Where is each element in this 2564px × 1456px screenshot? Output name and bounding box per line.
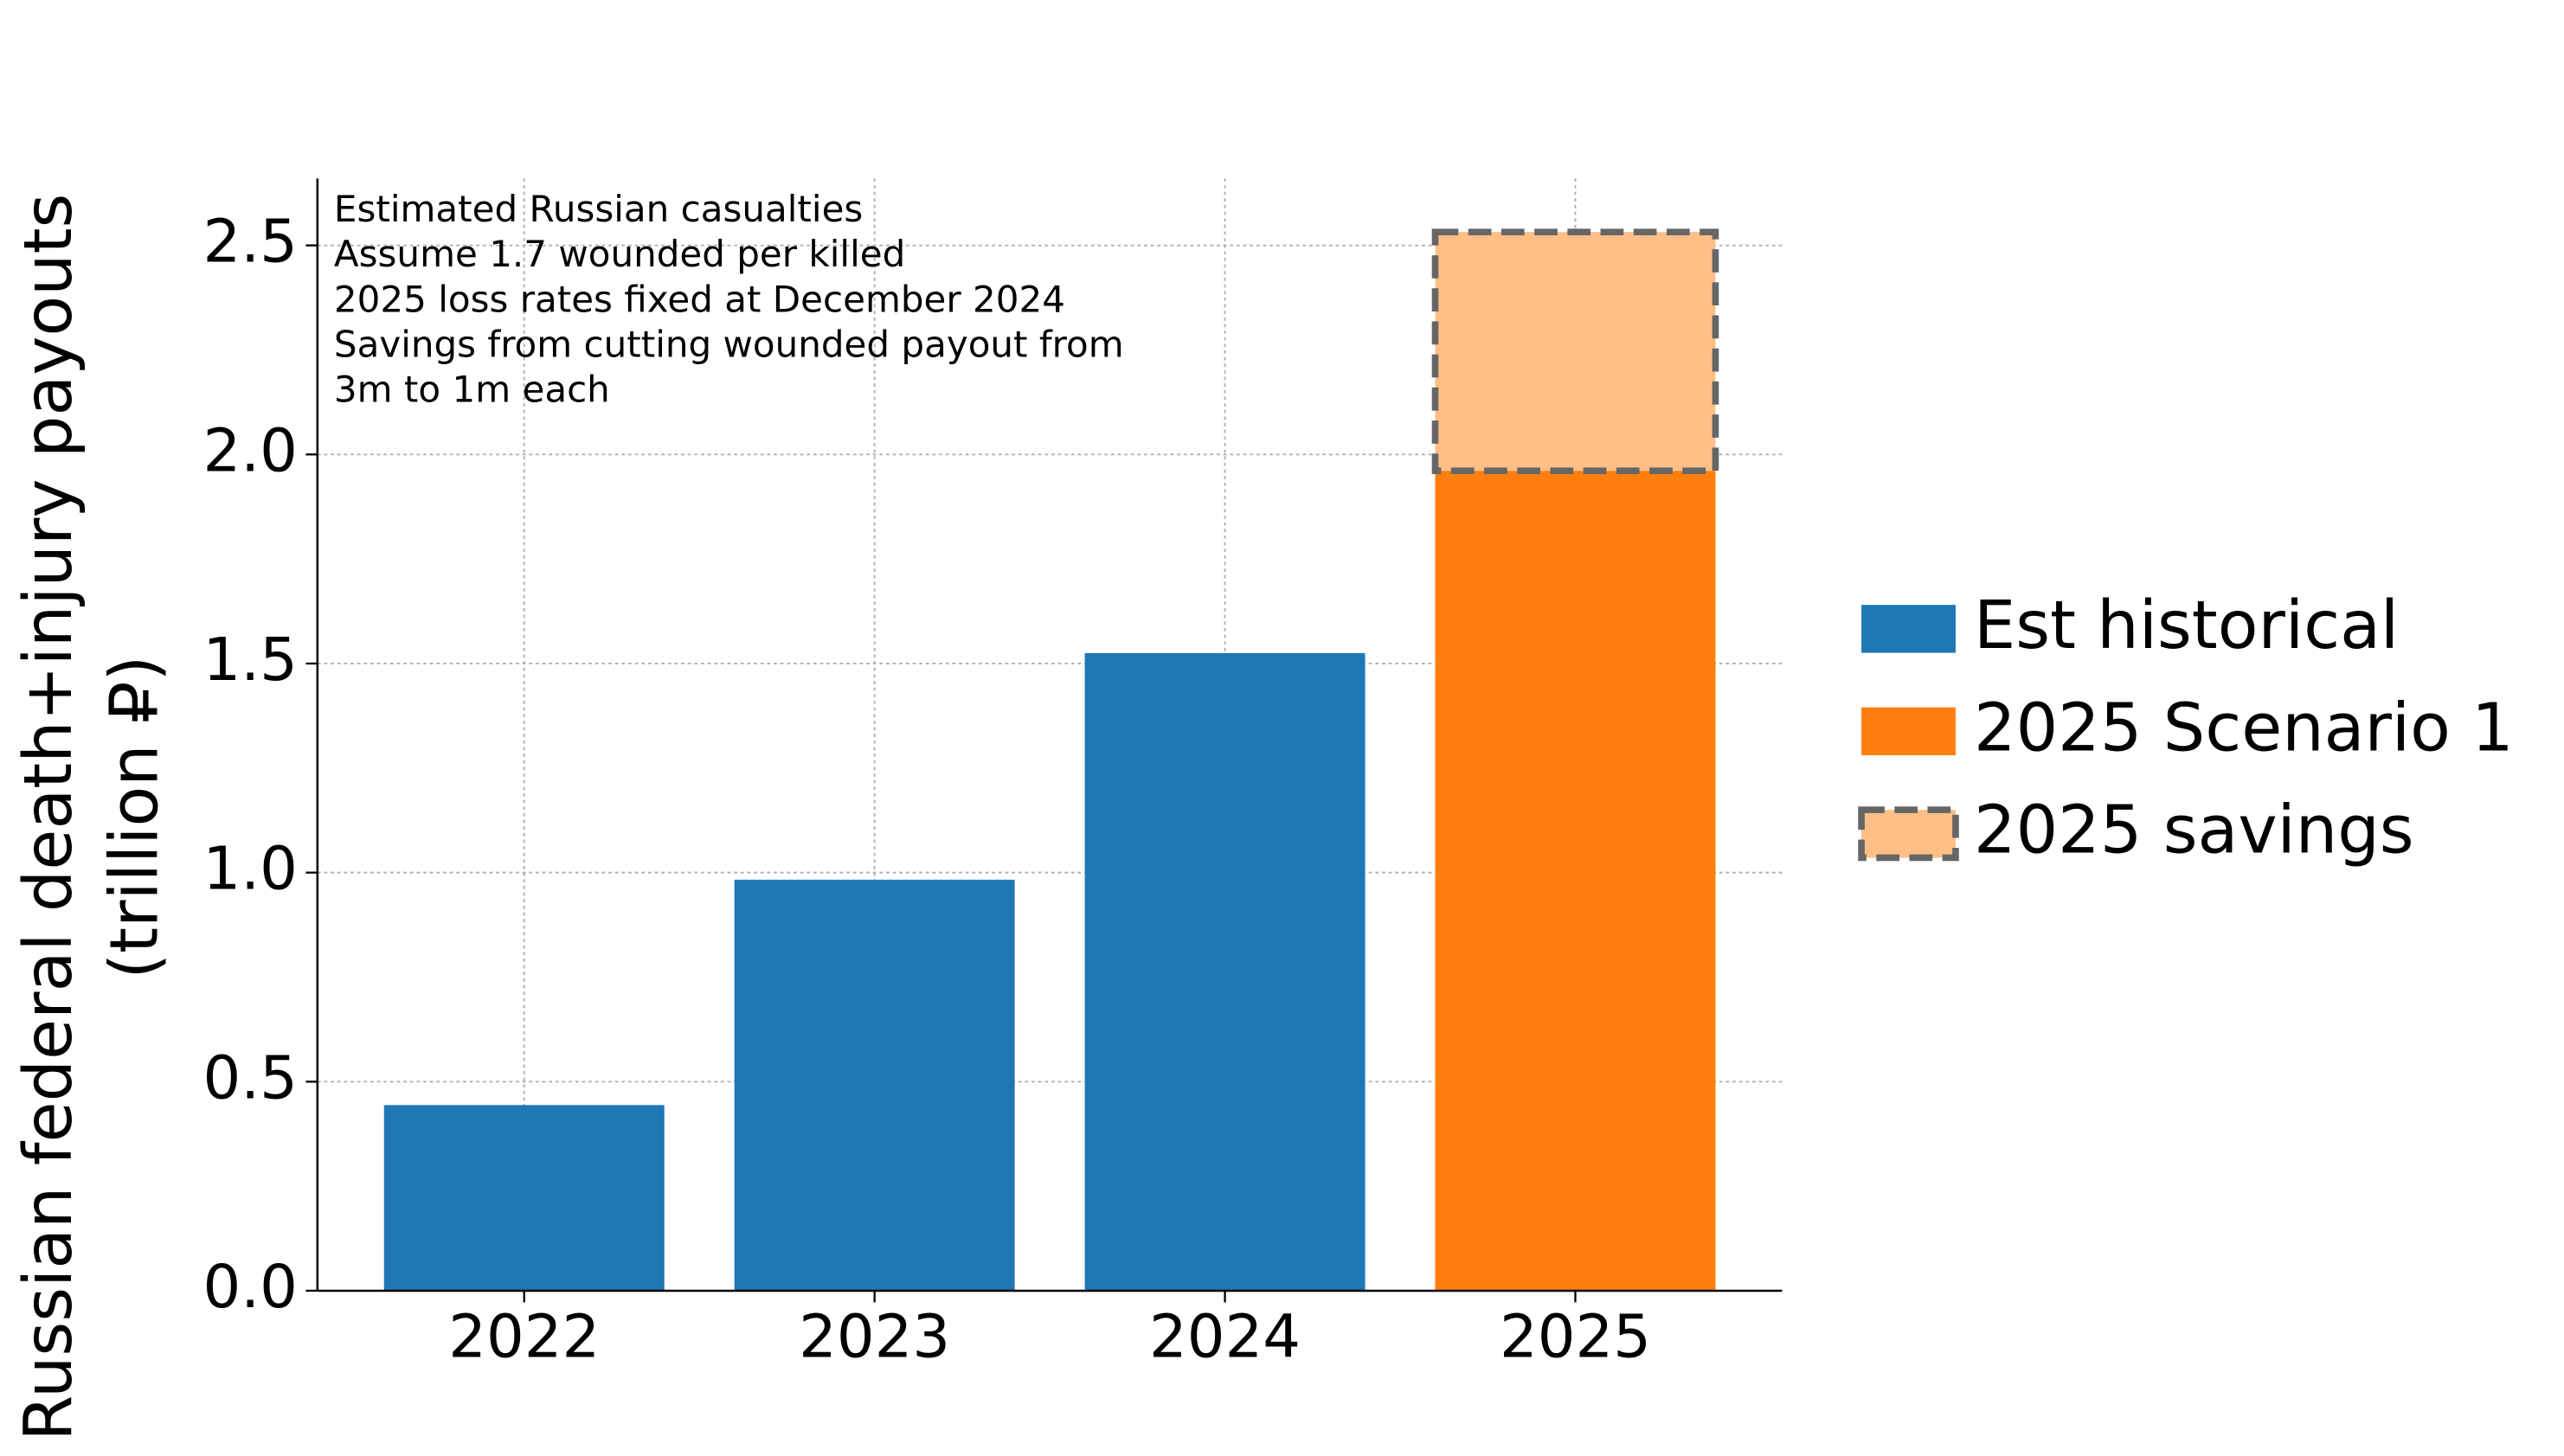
y-tick-label: 2.5 [203, 208, 298, 277]
y-axis-label: (trillion ₽) [96, 656, 173, 979]
y-tick-label: 1.0 [203, 835, 298, 904]
y-axis-label: Russian federal death+injury payouts [10, 194, 87, 1441]
legend-label: 2025 Scenario 1 [1974, 690, 2514, 766]
bar [1435, 471, 1716, 1291]
y-tick-label: 2.0 [203, 416, 298, 485]
bar [734, 879, 1015, 1291]
annotation: Estimated Russian casualties [334, 188, 863, 230]
y-tick-label: 1.5 [203, 625, 298, 695]
y-tick-label: 0.5 [203, 1043, 298, 1113]
x-tick-label: 2024 [1149, 1302, 1301, 1371]
bar [1084, 652, 1366, 1291]
bar [383, 1105, 665, 1291]
legend-swatch [1861, 707, 1956, 756]
x-tick-label: 2022 [448, 1302, 600, 1371]
legend-swatch [1861, 605, 1956, 653]
annotation: Assume 1.7 wounded per killed [334, 233, 905, 275]
annotation: 2025 loss rates fixed at December 2024 [334, 278, 1065, 320]
annotation: 3m to 1m each [334, 369, 610, 411]
legend-swatch [1858, 806, 1959, 862]
bar [1431, 228, 1719, 474]
legend-label: Est historical [1974, 587, 2399, 664]
y-tick-label: 0.0 [203, 1253, 298, 1322]
x-tick-label: 2023 [799, 1302, 950, 1371]
legend-label: 2025 savings [1974, 792, 2414, 869]
x-tick-label: 2025 [1500, 1302, 1651, 1371]
annotation: Savings from cutting wounded payout from [334, 323, 1124, 365]
